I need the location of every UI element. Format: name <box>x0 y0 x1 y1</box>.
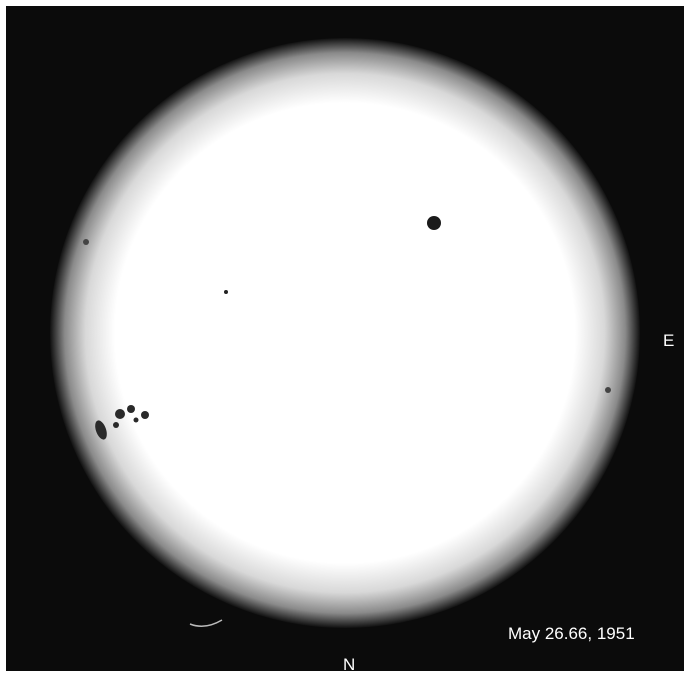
sunspot <box>224 290 228 294</box>
solar-disk <box>50 38 640 628</box>
sunspot <box>427 216 441 230</box>
date-label: May 26.66, 1951 <box>508 624 635 643</box>
north-label: N <box>343 655 355 674</box>
sunspot <box>605 387 611 393</box>
sun-photo: E N May 26.66, 1951 <box>0 0 690 677</box>
sunspot <box>83 239 89 245</box>
east-label: E <box>663 331 674 350</box>
